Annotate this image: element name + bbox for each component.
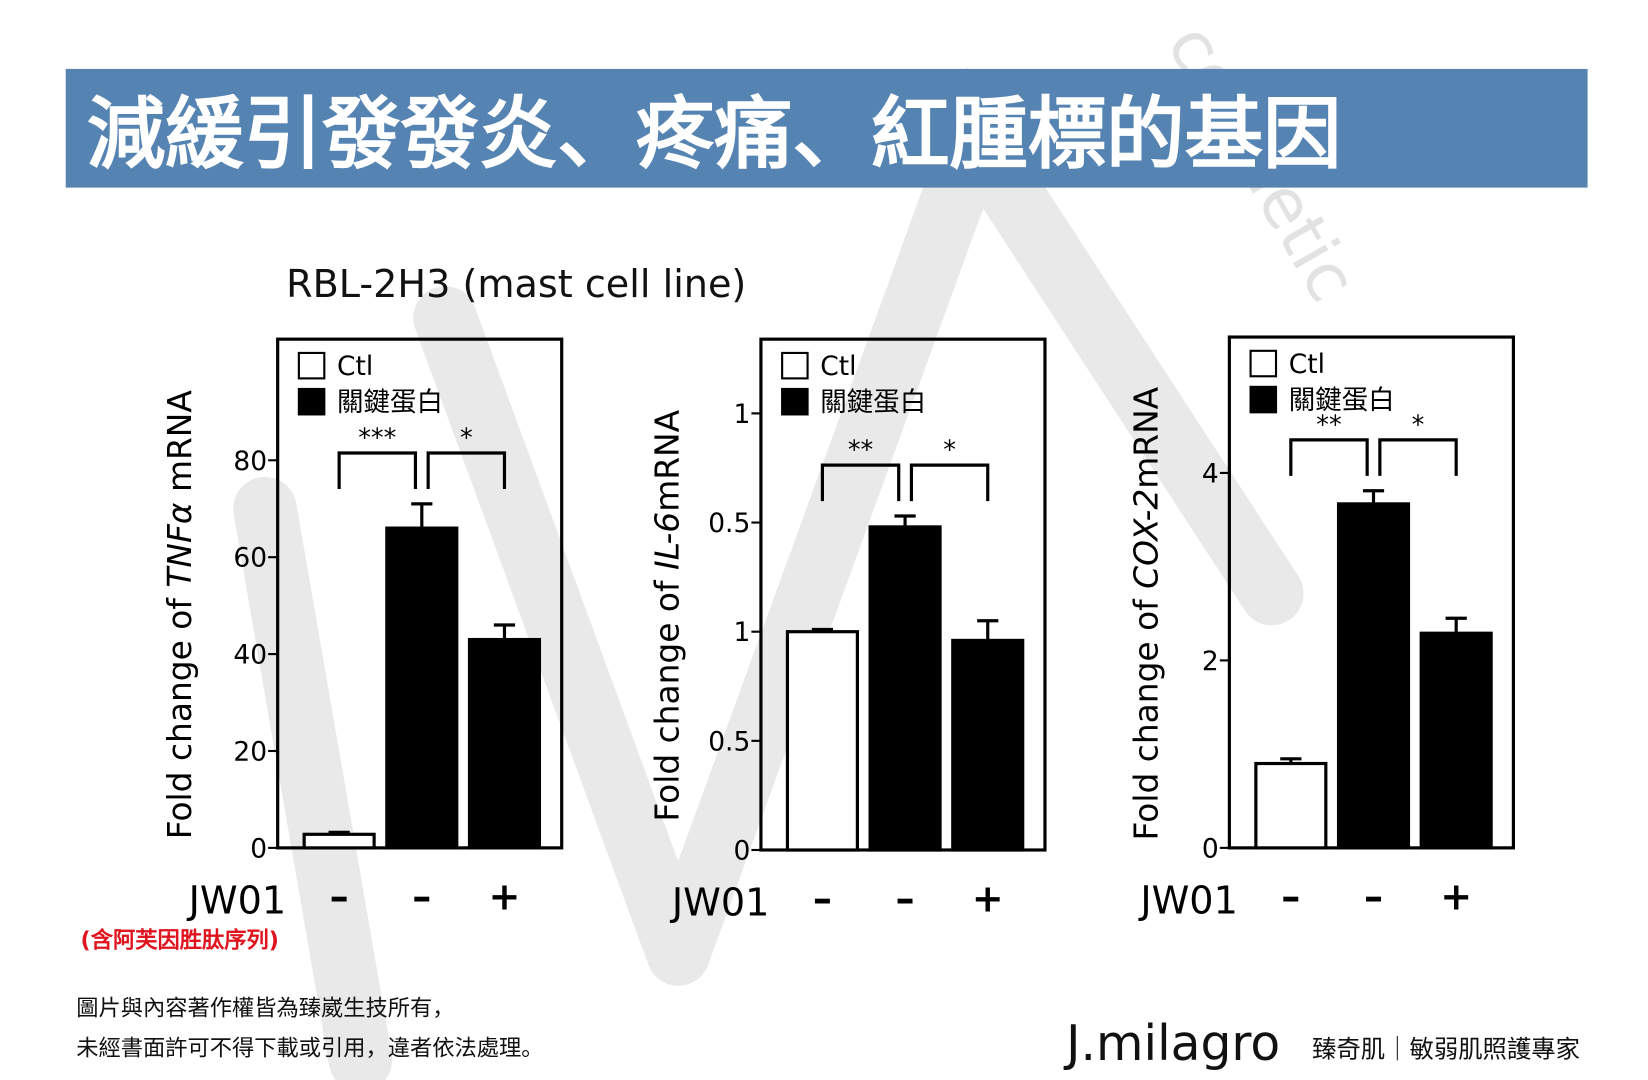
y-label-part: Fold change of	[1127, 589, 1165, 841]
bar	[467, 637, 542, 850]
y-tick-label: 1	[733, 399, 750, 430]
x-tick-label: +	[972, 876, 1004, 920]
legend-label: Ctl	[820, 351, 856, 382]
title-banner	[65, 68, 1588, 188]
legend-label: 關鍵蛋白	[820, 387, 926, 418]
y-label-part: Fold change of	[648, 570, 686, 822]
legend-label: Ctl	[337, 351, 373, 382]
y-tick-label: 4	[1202, 458, 1219, 489]
title: 減緩引發發炎、疼痛、紅腫標的基因	[87, 89, 1342, 180]
significance-label: **	[848, 435, 873, 465]
legend-swatch	[1249, 385, 1278, 414]
x-axis-label: JW01	[670, 881, 770, 925]
bar	[951, 638, 1025, 852]
y-tick-label: 0.5	[708, 726, 750, 757]
y-tick-label: 80	[233, 446, 267, 477]
legend-swatch	[1249, 349, 1278, 378]
footer-line: 未經書面許可不得下載或引用，違者依法處理。	[76, 1036, 543, 1062]
x-tick-label: –	[896, 876, 915, 920]
bar	[785, 630, 859, 852]
y-label-part: TNFα	[161, 502, 199, 588]
legend-swatch	[297, 387, 326, 416]
y-tick-label: 40	[233, 640, 267, 671]
x-tick-label: –	[1364, 874, 1383, 918]
y-label-part: Fold change of	[161, 588, 199, 840]
legend-label: 關鍵蛋白	[1289, 385, 1395, 416]
bar	[1254, 761, 1328, 850]
y-label-part: IL-6	[648, 512, 686, 570]
watermark-stroke	[233, 476, 393, 1080]
x-axis-label: JW01	[1138, 879, 1238, 923]
x-tick-label: +	[488, 874, 520, 918]
y-axis-label: Fold change of COX-2mRNA	[1127, 386, 1165, 840]
y-tick-label: 0	[250, 833, 267, 864]
y-label-part: COX-2	[1127, 489, 1165, 589]
significance-bracket	[1289, 438, 1369, 476]
significance-label: **	[1316, 410, 1341, 440]
x-tick-label: –	[330, 874, 349, 918]
subtitle: RBL-2H3 (mast cell line)	[286, 262, 746, 306]
y-axis-label: Fold change of IL-6mRNA	[648, 409, 686, 821]
x-tick-label: –	[412, 874, 431, 918]
bar	[1419, 631, 1493, 850]
significance-bracket	[909, 463, 990, 502]
significance-bracket	[337, 451, 418, 490]
significance-bracket	[426, 451, 507, 490]
legend-swatch	[781, 351, 809, 380]
y-label-part: mRNA	[1127, 386, 1165, 488]
y-tick-label: 60	[233, 543, 267, 574]
legend-label: Ctl	[1289, 349, 1325, 380]
y-label-part: mRNA	[648, 409, 686, 511]
bar	[1336, 502, 1411, 850]
y-tick-label: 0	[733, 836, 750, 867]
note: (含阿芙因胜肽序列)	[81, 926, 279, 953]
y-tick-label: 0.5	[708, 508, 750, 539]
bar	[302, 832, 376, 850]
bar	[385, 526, 459, 850]
x-tick-label: +	[1440, 874, 1472, 918]
y-tick-label: 1	[733, 617, 750, 648]
significance-bracket	[1378, 438, 1458, 476]
y-axis-label: Fold change of TNFα mRNA	[161, 390, 199, 840]
significance-label: *	[460, 423, 473, 453]
brand: J.milagro	[1063, 1016, 1280, 1072]
y-tick-label: 0	[1202, 833, 1219, 864]
footer-line: 圖片與內容著作權皆為臻崴生技所有，	[76, 995, 454, 1021]
tagline: 臻奇肌｜敏弱肌照護專家	[1312, 1035, 1580, 1064]
legend-label: 關鍵蛋白	[337, 387, 443, 418]
x-axis-label: JW01	[187, 879, 287, 923]
significance-label: *	[943, 435, 956, 465]
significance-bracket	[820, 463, 901, 502]
y-tick-label: 20	[233, 737, 267, 768]
legend-swatch	[781, 387, 809, 416]
y-tick-label: 2	[1202, 646, 1219, 677]
bar	[868, 525, 942, 852]
x-tick-label: –	[1281, 874, 1300, 918]
significance-label: ***	[358, 423, 396, 453]
x-tick-label: –	[813, 876, 832, 920]
significance-label: *	[1412, 410, 1425, 440]
legend-swatch	[297, 351, 326, 380]
y-label-part: mRNA	[161, 390, 199, 503]
